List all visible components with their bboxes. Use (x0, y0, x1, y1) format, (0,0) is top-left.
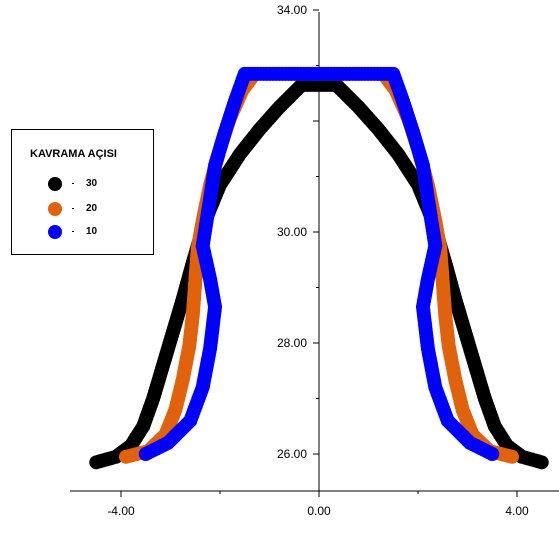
x-tick-label: 0.00 (307, 504, 331, 518)
x-tick-label: -4.00 (107, 504, 135, 518)
legend-label-10: 10 (86, 226, 98, 237)
series-10 (138, 66, 500, 461)
x-tick-label: 4.00 (505, 504, 529, 518)
data-points (89, 66, 549, 470)
data-point (534, 455, 549, 470)
legend-label-20: 20 (86, 203, 98, 214)
axes: -4.00 0.00 4.00 26.00 28.00 30.00 34.00 (70, 3, 559, 518)
y-tick-label: 34.00 (277, 3, 307, 17)
data-point (505, 449, 520, 464)
legend-marker-10 (48, 225, 62, 239)
legend: KAVRAMA AÇISI 30 20 10 (11, 129, 154, 255)
legend-marker-20 (48, 202, 62, 216)
legend-marker-30 (48, 177, 62, 191)
legend-dash (72, 208, 74, 209)
y-tick-label: 28.00 (277, 336, 307, 350)
data-point (485, 447, 500, 461)
y-tick-label: 30.00 (277, 225, 307, 239)
y-tick-label: 26.00 (277, 447, 307, 461)
legend-dash (72, 183, 74, 184)
legend-title: KAVRAMA AÇISI (30, 148, 117, 160)
legend-dash (72, 231, 74, 232)
legend-label-30: 30 (86, 178, 98, 189)
